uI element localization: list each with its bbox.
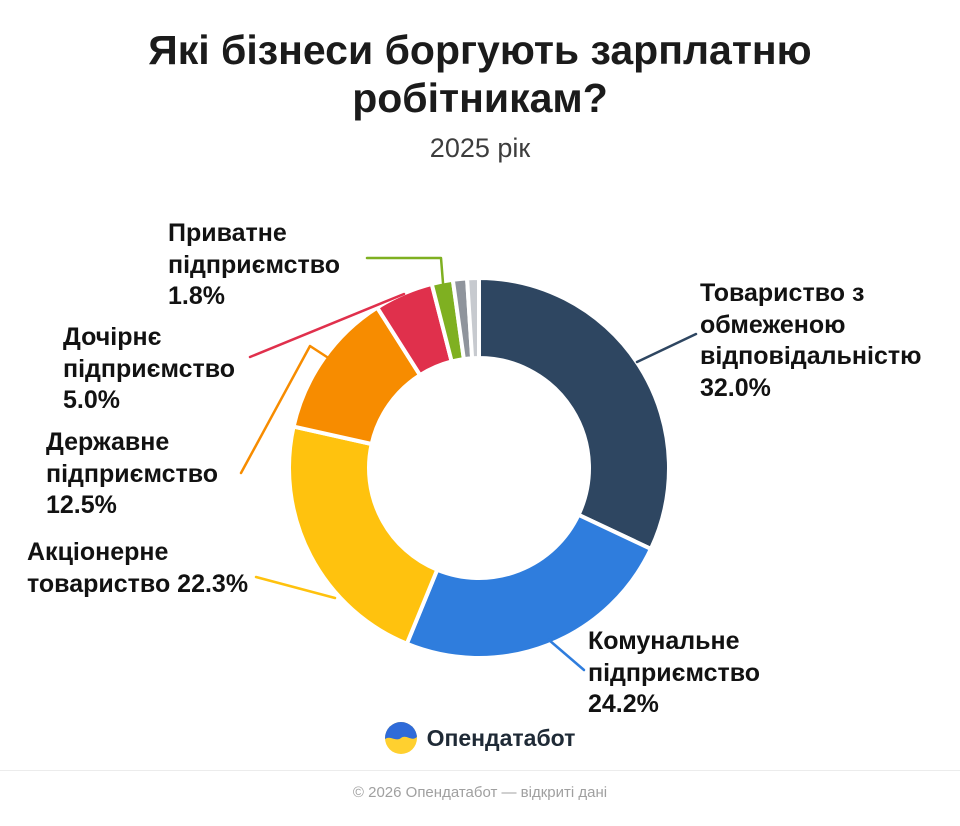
donut-segment-2 (287, 424, 440, 646)
donut-chart (239, 256, 698, 672)
donut-segment-7 (465, 276, 481, 361)
opendatabot-logo-text: Опендатабот (426, 724, 576, 751)
segment-label-subsidiary: Дочірнє підприємство 5.0% (63, 323, 236, 414)
callout-line-5 (365, 256, 445, 285)
opendatabot-logo-icon (384, 722, 417, 754)
segment-label-private: Приватне підприємство 1.8% (168, 219, 341, 310)
segment-label-joint-stock: Акціонерне товариство 22.3% (27, 538, 249, 598)
copyright-footer: © 2026 Опендатабот — відкриті дані (0, 770, 960, 826)
opendatabot-logo: Опендатабот (0, 722, 960, 754)
callout-line-4 (248, 292, 406, 359)
segment-label-state: Державне підприємство 12.5% (46, 428, 219, 519)
callout-line-2 (254, 575, 337, 600)
segment-label-llc: Товариство з обмеженою відповідальністю … (700, 279, 922, 402)
callout-line-1 (547, 638, 586, 672)
page-subtitle: 2025 рік (429, 132, 531, 163)
callout-line-0 (635, 332, 698, 364)
segment-label-communal: Комунальне підприємство 24.2% (588, 627, 761, 718)
donut-segment-0 (477, 276, 671, 551)
callout-line-3 (239, 344, 332, 475)
donut-segment-1 (404, 512, 653, 660)
page-title: Які бізнеси боргують зарплатню робітника… (148, 27, 812, 122)
